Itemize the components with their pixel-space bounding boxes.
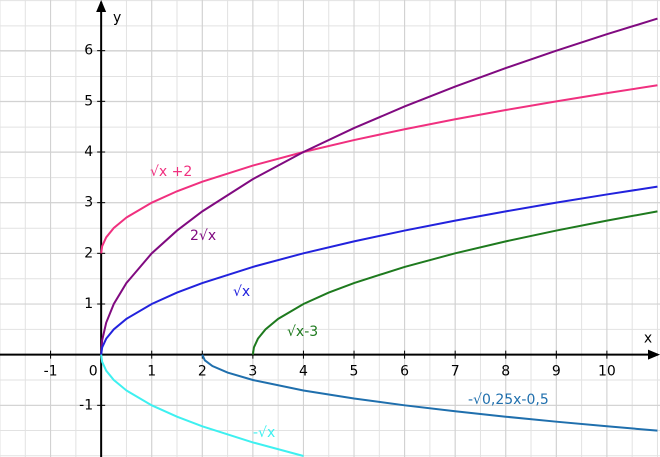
- x-tick-label: 7: [451, 364, 460, 380]
- x-tick-label: 10: [598, 364, 616, 380]
- y-tick-label: 1: [84, 296, 93, 312]
- curve: [100, 185, 658, 355]
- curve: [251, 210, 658, 355]
- x-tick-label: 4: [299, 364, 308, 380]
- y-tick-label: 3: [84, 195, 93, 211]
- y-axis-label: y: [113, 10, 121, 26]
- curve-label: 2√x: [190, 228, 216, 244]
- curve: [201, 354, 658, 432]
- y-tick-label: 2: [84, 245, 93, 261]
- x-tick-label: -1: [44, 364, 58, 380]
- y-tick-label: 6: [84, 43, 93, 59]
- x-tick-label: 6: [400, 364, 409, 380]
- x-tick-label: 8: [501, 364, 510, 380]
- x-axis-arrow: [648, 349, 660, 360]
- curve-label: √x-3: [287, 324, 318, 340]
- y-tick-label: 5: [84, 93, 93, 109]
- curve: [100, 17, 658, 355]
- x-tick-label: 3: [248, 364, 257, 380]
- x-tick-label: 9: [552, 364, 561, 380]
- curve-label: √x +2: [150, 164, 192, 180]
- y-tick-label: 4: [84, 144, 93, 160]
- curve-label: -√0,25x-0,5: [468, 392, 549, 408]
- x-tick-label: 1: [147, 364, 156, 380]
- y-axis-arrow: [96, 0, 107, 12]
- curve-label: -√x: [253, 425, 275, 441]
- curve: [100, 354, 304, 457]
- y-tick-label: -1: [79, 397, 93, 413]
- curve: [100, 84, 658, 254]
- x-tick-label: 2: [198, 364, 207, 380]
- x-axis-label: x: [644, 331, 652, 347]
- curve-label: √x: [233, 284, 250, 300]
- x-tick-label: 5: [350, 364, 359, 380]
- x-tick-label: 0: [89, 364, 98, 380]
